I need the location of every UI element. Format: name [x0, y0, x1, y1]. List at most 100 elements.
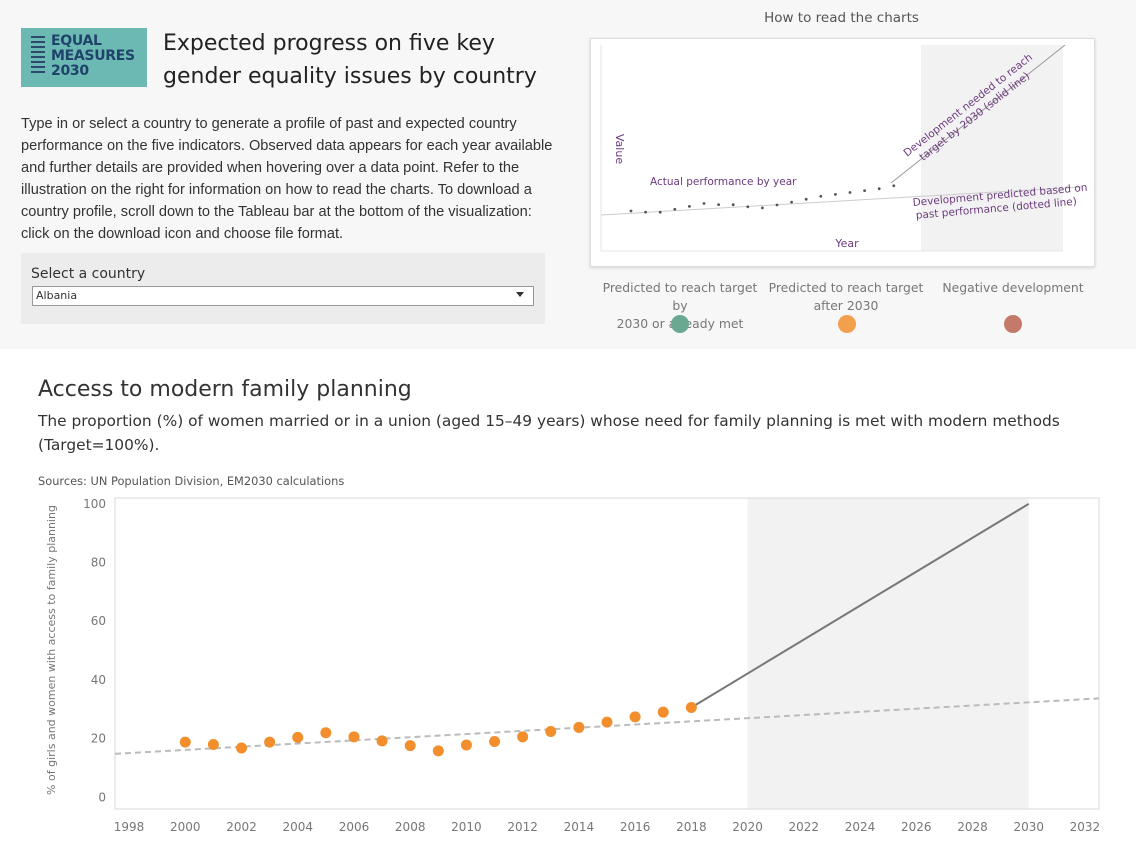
data-point: [376, 735, 388, 747]
data-point: [517, 731, 529, 743]
data-point: [489, 736, 501, 748]
data-point: [685, 701, 697, 713]
x-tick-label: 2012: [507, 820, 538, 834]
data-point: [348, 731, 360, 743]
x-tick-label: 2022: [789, 820, 820, 834]
logo-line-1: EQUAL: [51, 33, 102, 49]
howto-dot: [688, 205, 691, 208]
x-tick-label: 2002: [226, 820, 257, 834]
legend-dot-after-2030: [838, 315, 856, 333]
howto-dot: [775, 203, 779, 207]
legend-item-after-2030: Predicted to reach target after 2030: [762, 279, 930, 315]
chart-plot-frame: [114, 497, 1100, 810]
howto-value-label: Value: [613, 134, 626, 164]
howto-dot: [673, 207, 677, 211]
data-point: [601, 716, 613, 728]
howto-dot: [761, 206, 764, 210]
howto-dot: [834, 193, 837, 196]
howto-dot: [790, 200, 793, 204]
howto-target-line: [890, 44, 1066, 184]
x-tick-label: 2006: [339, 820, 370, 834]
x-tick-label: 2010: [451, 820, 482, 834]
x-tick-label: 2024: [845, 820, 876, 834]
howto-dot: [877, 187, 881, 191]
howto-dot: [717, 203, 720, 207]
data-point: [629, 711, 641, 723]
howto-actual-label: Actual performance by year: [650, 176, 797, 188]
data-points: [179, 701, 697, 757]
legend-dot-negative: [1004, 315, 1022, 333]
equal-measures-logo: EQUAL MEASURES 2030: [21, 28, 147, 87]
legend-item-on-track: Predicted to reach target by 2030 or alr…: [596, 279, 764, 333]
howto-dot: [658, 210, 662, 214]
data-point: [292, 731, 304, 743]
country-select-dropdown[interactable]: Albania: [32, 286, 534, 306]
howto-dot: [848, 191, 852, 194]
country-select-value: Albania: [36, 289, 78, 302]
data-point: [460, 739, 472, 751]
howto-dot: [892, 184, 896, 188]
data-point: [432, 745, 444, 757]
data-point: [236, 742, 248, 754]
y-tick-label: 40: [91, 673, 106, 687]
data-point: [207, 738, 219, 750]
legend-label-after-2030-2: after 2030: [813, 298, 879, 313]
legend-item-negative: Negative development: [929, 279, 1097, 297]
legend-label-negative: Negative development: [942, 280, 1084, 295]
x-tick-label: 2016: [620, 820, 651, 834]
howto-dot: [863, 189, 866, 193]
x-tick-label: 2020: [732, 820, 763, 834]
howto-dot: [804, 197, 808, 201]
header-panel: EQUAL MEASURES 2030 Expected progress on…: [0, 0, 1136, 349]
howto-dot: [819, 194, 823, 198]
x-tick-label: 2018: [676, 820, 707, 834]
y-tick-label: 100: [83, 497, 106, 511]
x-tick-label: 2030: [1013, 820, 1044, 834]
data-point: [179, 736, 191, 748]
x-tick-label: 2004: [282, 820, 313, 834]
x-tick-label: 2026: [901, 820, 932, 834]
y-axis-ticks: 0 20 40 60 80 100: [83, 497, 106, 804]
country-selector-panel: Select a country Albania: [21, 253, 545, 324]
howto-dot: [702, 202, 706, 205]
logo-line-2: MEASURES: [51, 48, 135, 64]
sources-note: Sources: UN Population Division, EM2030 …: [38, 474, 345, 488]
data-point: [264, 736, 276, 748]
data-point: [657, 706, 669, 718]
data-point: [573, 721, 585, 733]
y-tick-label: 80: [91, 556, 106, 570]
x-axis-ticks: 1998 2000 2002 2004 2006 2008 2010 2012 2014 2016…: [114, 820, 1100, 834]
section-title: Access to modern family planning: [38, 377, 412, 402]
howto-title: How to read the charts: [764, 10, 919, 26]
y-tick-label: 0: [98, 790, 106, 804]
data-point: [320, 727, 332, 739]
x-tick-label: 2008: [395, 820, 426, 834]
data-point: [545, 726, 557, 738]
logo-line-3: 2030: [51, 63, 89, 79]
howto-dot: [629, 209, 633, 213]
x-tick-label: 2032: [1070, 820, 1101, 834]
y-axis-label: % of girls and women with access to fami…: [45, 505, 58, 795]
legend-label-after-2030-1: Predicted to reach target: [768, 280, 924, 295]
chevron-down-icon[interactable]: [516, 292, 524, 297]
howto-dot: [644, 210, 647, 214]
page-title: Expected progress on five key gender equ…: [163, 31, 537, 89]
country-selector-label: Select a country: [31, 266, 146, 282]
howto-illustration-svg: Value Year Actual performance by year De…: [600, 44, 1088, 252]
y-tick-label: 20: [91, 732, 106, 746]
intro-text: Type in or select a country to generate …: [21, 116, 553, 242]
legend-label-on-track-1: Predicted to reach target by: [602, 280, 758, 313]
howto-dot: [731, 203, 735, 207]
logo-bars-icon: [31, 36, 45, 78]
data-point: [404, 740, 416, 752]
y-tick-label: 60: [91, 614, 106, 628]
x-tick-label: 2000: [170, 820, 201, 834]
target-line: [690, 503, 1030, 709]
x-tick-label: 2028: [957, 820, 988, 834]
howto-illustration: Value Year Actual performance by year De…: [590, 38, 1095, 267]
family-planning-chart: 0 20 40 60 80 100 1998 2000 2002 2004 2006 2008 201…: [45, 497, 1100, 834]
legend-dot-on-track: [671, 315, 689, 333]
howto-dots: [629, 184, 896, 214]
chart-shaded-region-2020-2030: [747, 498, 1029, 809]
howto-shaded-region: [921, 45, 1063, 251]
